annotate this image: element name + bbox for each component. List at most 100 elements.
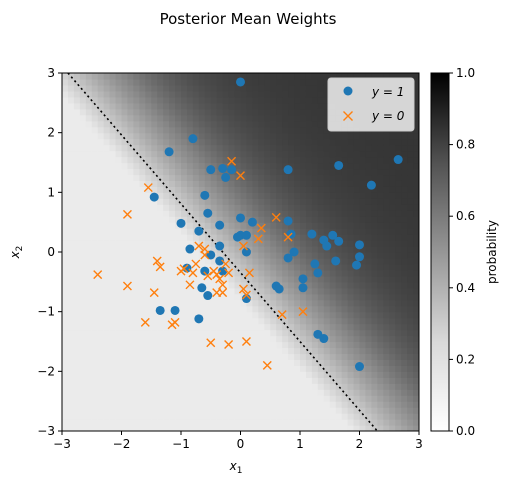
heatmap-cell: [270, 323, 277, 331]
heatmap-cell: [139, 413, 146, 420]
heatmap-cell: [204, 401, 212, 408]
heatmap-cell: [192, 263, 200, 271]
heatmap-cell: [329, 311, 337, 319]
heatmap-cell: [270, 222, 277, 229]
heatmap-cell: [383, 263, 390, 271]
heatmap-cell: [151, 108, 158, 116]
heatmap-cell: [413, 234, 419, 241]
heatmap-cell: [401, 413, 408, 420]
heatmap-cell: [395, 132, 402, 140]
heatmap-cell: [186, 240, 194, 247]
heatmap-cell: [264, 311, 271, 319]
heatmap-cell: [198, 401, 206, 408]
heatmap-cell: [216, 383, 224, 390]
heatmap-cell: [383, 395, 390, 402]
heatmap-cell: [216, 174, 224, 181]
heatmap-cell: [216, 102, 224, 110]
heatmap-cell: [395, 138, 402, 146]
heatmap-cell: [103, 317, 111, 325]
point-y0: [188, 268, 198, 278]
heatmap-cell: [359, 186, 367, 193]
heatmap-cell: [288, 126, 295, 134]
heatmap-cell: [127, 257, 134, 265]
heatmap-cell: [300, 204, 307, 211]
heatmap-cell: [163, 246, 170, 253]
heatmap-cell: [85, 156, 93, 164]
heatmap-cell: [163, 299, 170, 307]
heatmap-cell: [192, 311, 200, 319]
heatmap-cell: [181, 269, 188, 277]
heatmap-cell: [258, 389, 265, 396]
heatmap-cell: [305, 246, 313, 253]
heatmap-cell: [276, 102, 283, 110]
heatmap-cell: [228, 269, 236, 277]
heatmap-cell: [67, 126, 75, 134]
heatmap-cell: [353, 198, 361, 205]
heatmap-cell: [67, 287, 75, 295]
heatmap-cell: [401, 174, 408, 181]
heatmap-cell: [234, 383, 242, 390]
heatmap-cell: [73, 299, 81, 307]
heatmap-cell: [228, 389, 236, 396]
heatmap-cell: [175, 419, 182, 426]
heatmap-cell: [169, 293, 176, 301]
heatmap-cell: [79, 180, 87, 187]
heatmap-cell: [252, 132, 259, 140]
heatmap-cell: [121, 371, 129, 378]
heatmap-cell: [305, 73, 313, 80]
heatmap-cell: [264, 371, 271, 378]
heatmap-cell: [371, 395, 378, 402]
heatmap-cell: [186, 192, 194, 199]
heatmap-cell: [222, 389, 230, 396]
heatmap-cell: [359, 377, 367, 384]
heatmap-cell: [222, 329, 230, 337]
heatmap-cell: [401, 419, 408, 426]
heatmap-cell: [270, 257, 277, 265]
heatmap-cell: [204, 257, 212, 265]
heatmap-cell: [323, 257, 331, 265]
point-y0: [241, 290, 251, 300]
heatmap-cell: [103, 377, 111, 384]
heatmap-cell: [163, 222, 170, 229]
heatmap-cell: [186, 347, 194, 355]
heatmap-cell: [270, 162, 277, 170]
heatmap-cell: [67, 102, 75, 110]
heatmap-cell: [145, 263, 152, 271]
heatmap-cell: [133, 210, 140, 217]
heatmap-cell: [264, 275, 271, 283]
heatmap-cell: [103, 168, 111, 176]
heatmap-cell: [115, 287, 123, 295]
heatmap-cell: [216, 299, 224, 307]
heatmap-cell: [109, 240, 117, 247]
heatmap-cell: [282, 395, 289, 402]
heatmap-cell: [407, 228, 414, 235]
heatmap-cell: [246, 329, 253, 337]
heatmap-cell: [294, 281, 301, 289]
heatmap-cell: [383, 383, 390, 390]
heatmap-cell: [252, 246, 259, 253]
heatmap-cell: [67, 341, 75, 349]
heatmap-cell: [115, 84, 123, 92]
heatmap-cell: [210, 257, 218, 265]
heatmap-cell: [288, 162, 295, 170]
heatmap-cell: [311, 144, 319, 152]
heatmap-cell: [383, 401, 390, 408]
heatmap-cell: [300, 353, 307, 360]
heatmap-cell: [127, 216, 134, 223]
heatmap-cell: [127, 234, 134, 241]
heatmap-cell: [252, 341, 259, 349]
heatmap-cell: [133, 293, 140, 301]
heatmap-cell: [246, 413, 253, 420]
heatmap-cell: [282, 246, 289, 253]
heatmap-cell: [234, 96, 242, 104]
heatmap-cell: [407, 204, 414, 211]
heatmap-cell: [323, 90, 331, 98]
heatmap-cell: [329, 419, 337, 426]
heatmap-cell: [115, 317, 123, 325]
heatmap-cell: [294, 371, 301, 378]
heatmap-cell: [329, 329, 337, 337]
heatmap-cell: [282, 263, 289, 271]
heatmap-cell: [300, 293, 307, 301]
heatmap-cell: [413, 419, 419, 426]
